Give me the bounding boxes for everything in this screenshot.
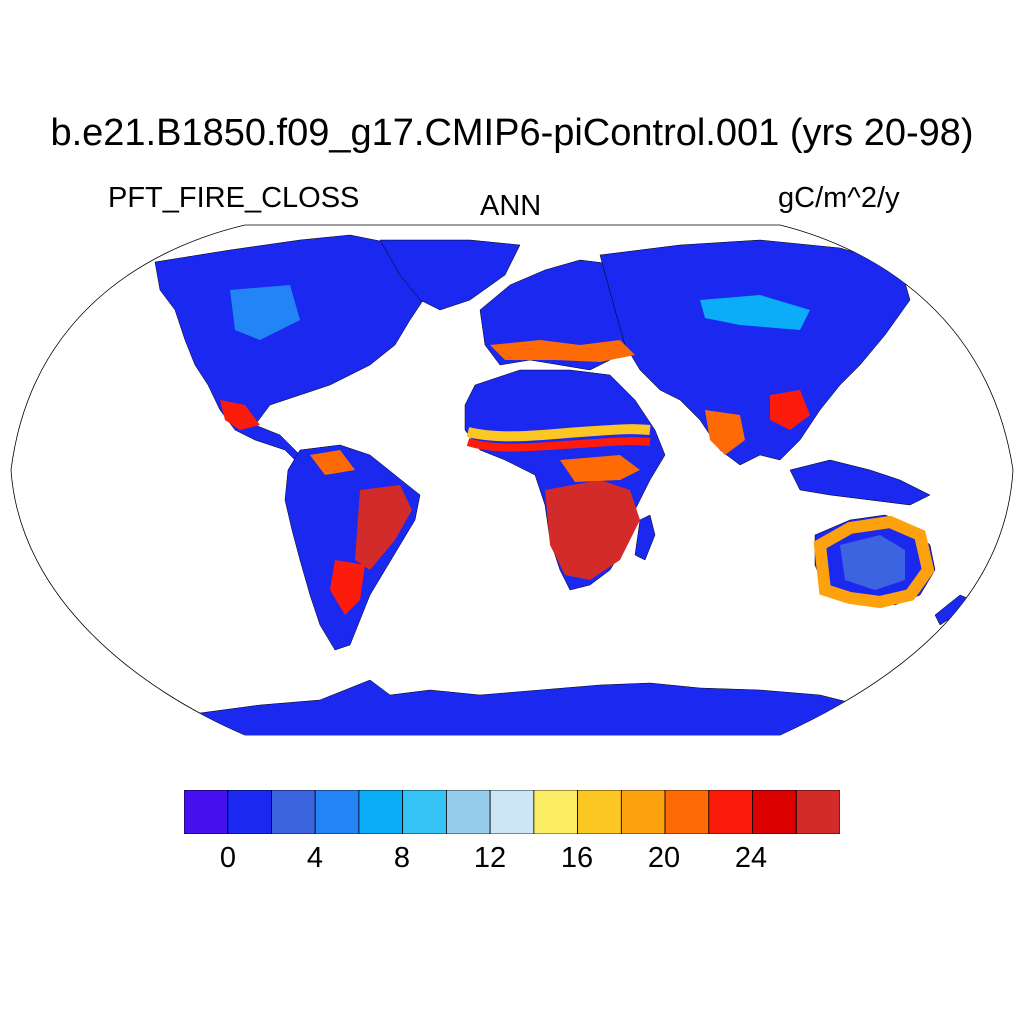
colorbar-swatch [795,790,840,834]
season-label: ANN [480,190,542,222]
colorbar-swatch [533,790,578,834]
colorbar-swatch [620,790,666,834]
colorbar [184,790,840,834]
colorbar-swatch [271,790,316,834]
colorbar-tick-label: 24 [734,842,768,874]
colorbar-swatch [184,790,229,834]
madagascar [634,514,656,561]
colorbar-swatch [752,790,797,834]
colorbar-swatch [577,790,622,834]
colorbar-swatch [708,790,753,834]
variable-label: PFT_FIRE_CLOSS [108,182,360,214]
colorbar-swatch [227,790,272,834]
greenland [379,239,521,311]
colorbar-swatch [402,790,447,834]
colorbar-tick-label: 20 [647,842,681,874]
colorbar-swatch [664,790,710,834]
colorbar-swatch [489,790,535,834]
colorbar-tick-label: 0 [219,842,237,874]
colorbar-tick-label: 12 [473,842,507,874]
colorbar-swatch [358,790,404,834]
colorbar-swatch [314,790,360,834]
colorbar-tick-label: 16 [560,842,594,874]
units-label: gC/m^2/y [778,182,900,214]
colorbar-swatch [445,790,491,834]
colorbar-tick-label: 8 [393,842,411,874]
colorbar-tick-label: 4 [306,842,324,874]
maritime-continent [789,459,931,506]
land-layer [154,234,973,735]
fire-hotspots [220,285,935,615]
plot-title: b.e21.B1850.f09_g17.CMIP6-piControl.001 … [50,112,974,154]
